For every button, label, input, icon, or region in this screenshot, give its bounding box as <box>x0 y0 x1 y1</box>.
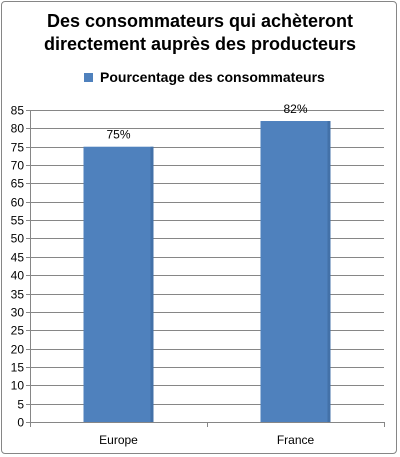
y-tick-label-20: 20 <box>11 343 25 357</box>
y-tick-label-40: 40 <box>11 269 25 283</box>
y-tick-label-30: 30 <box>11 306 25 320</box>
x-tick-label-europe: Europe <box>99 433 138 447</box>
data-label-europe: 75% <box>106 128 130 142</box>
y-tick-label-65: 65 <box>11 177 25 191</box>
y-tick-label-5: 5 <box>17 398 24 412</box>
legend-label: Pourcentage des consommateurs <box>100 69 325 85</box>
data-label-france: 82% <box>283 102 307 116</box>
y-tick-label-45: 45 <box>11 251 25 265</box>
y-tick-label-10: 10 <box>11 379 25 393</box>
chart-title-line-2: directement auprès des producteurs <box>43 34 357 54</box>
bar-shade-france <box>327 121 331 422</box>
legend: Pourcentage des consommateurs <box>84 68 325 86</box>
chart-title: Des consommateurs qui achèteront directe… <box>0 10 400 56</box>
y-tick-label-75: 75 <box>11 141 25 155</box>
y-tick-label-60: 60 <box>11 196 25 210</box>
bar-shade-europe <box>150 146 154 423</box>
y-tick-label-85: 85 <box>11 104 25 118</box>
y-tick-label-25: 25 <box>11 324 25 338</box>
y-tick-label-70: 70 <box>11 159 25 173</box>
y-tick-label-35: 35 <box>11 288 25 302</box>
x-tick-label-france: France <box>277 433 315 447</box>
legend-swatch <box>84 72 93 82</box>
y-tick-label-0: 0 <box>17 416 24 430</box>
y-tick-label-80: 80 <box>11 122 25 136</box>
y-tick-label-15: 15 <box>11 361 25 375</box>
y-tick-label-50: 50 <box>11 232 25 246</box>
bar-france <box>260 121 331 422</box>
chart-title-line-1: Des consommateurs qui achèteront <box>46 11 354 31</box>
bar-europe <box>83 146 154 423</box>
y-tick-label-55: 55 <box>11 214 25 228</box>
